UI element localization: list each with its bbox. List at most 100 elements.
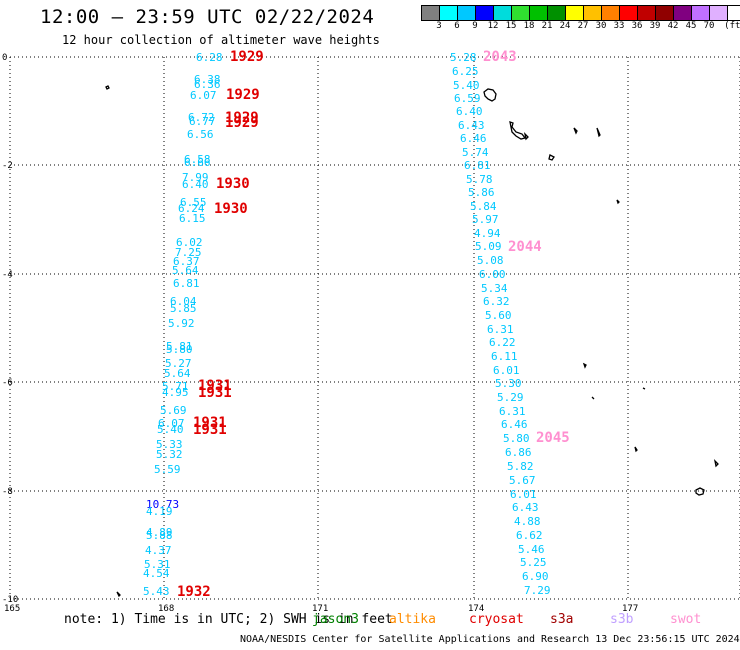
island [509,121,527,140]
colorbar-swatch [638,6,656,20]
wave-height-value: 5.88 [146,529,173,542]
wave-height-value: 5.28 [450,51,477,64]
satellite-legend-jason3: jason3 [312,612,359,627]
wave-height-value: 4.37 [145,544,172,557]
wave-height-value: 5.69 [160,404,187,417]
satellite-legend-swot: swot [670,612,702,627]
colorbar-swatch [440,6,458,20]
wave-height-value: 6.02 [176,236,203,249]
pass-time-label: 1930 [214,201,248,217]
wave-height-colorbar [421,5,740,21]
wave-height-value: 6.01 [493,364,520,377]
colorbar-label: 30 [595,21,607,31]
wave-height-value: 7.29 [524,584,551,597]
wave-height-value: 6.90 [522,570,549,583]
colorbar-label: 15 [505,21,517,31]
colorbar-label: 24 [559,21,571,31]
colorbar-label: 27 [577,21,589,31]
pass-time-label: 1930 [216,176,250,192]
wave-height-value: 5.30 [495,377,522,390]
wave-height-value: 6.37 [173,255,200,268]
satellite-legend-cryosat: cryosat [469,612,524,627]
wave-height-value: 6.22 [489,336,516,349]
longitude-label: 171 [312,604,328,614]
wave-height-value: 5.08 [477,254,504,267]
colorbar-swatch [494,6,512,20]
wave-height-value: 7.25 [175,246,202,259]
wave-height-value: 4.89 [146,526,173,539]
wave-height-value: 5.09 [475,240,502,253]
wave-height-value: 6.59 [454,92,481,105]
colorbar-swatch [530,6,548,20]
latitude-label: -8 [2,487,13,497]
island [116,591,121,598]
satellite-legend-s3a: s3a [550,612,574,627]
latitude-label: -6 [2,378,13,388]
wave-height-value: 5.84 [470,200,497,213]
wave-height-value: 5.80 [503,432,530,445]
pass-time-label: 1931 [193,422,227,438]
wave-height-value: 6.62 [516,529,543,542]
wave-height-value: 5.43 [143,585,170,598]
colorbar-swatch [620,6,638,20]
colorbar-swatch [674,6,692,20]
colorbar-label: 42 [667,21,679,31]
credit-line: NOAA/NESDIS Center for Satellite Applica… [240,634,740,645]
island-outlines [105,85,719,598]
longitude-label: 165 [4,604,20,614]
map-subtitle: 12 hour collection of altimeter wave hei… [62,33,380,47]
island [591,396,595,400]
colorbar-swatch [728,6,740,20]
wave-height-value: 6.07 [190,89,217,102]
wave-height-value: 6.32 [483,295,510,308]
wave-height-value: 6.01 [510,488,537,501]
pass-time-label: 1932 [177,584,211,600]
wave-height-value: 7.99 [182,171,209,184]
colorbar-swatch [548,6,566,20]
altimeter-track-east: 5.286.255.406.596.406.436.465.746.815.78… [450,49,570,597]
colorbar-label: 18 [523,21,535,31]
island [695,487,705,496]
wave-height-value: 6.00 [479,268,506,281]
note-text: note: 1) Time is in UTC; 2) SWH is in fe… [64,612,393,627]
wave-height-value: 6.43 [458,119,485,132]
pass-time-label: 2045 [536,430,570,446]
pass-time-label: 2044 [508,239,542,255]
grid-lines [9,56,740,600]
wave-height-value: 5.86 [468,186,495,199]
colorbar-label: 39 [649,21,661,31]
wave-height-value: 5.34 [481,282,508,295]
latitude-label: -2 [2,161,13,171]
wave-height-value: 5.25 [520,556,547,569]
wave-height-value: 6.40 [182,178,209,191]
wave-height-value: 6.07 [158,417,185,430]
wave-height-value: 5.31 [144,558,171,571]
wave-height-value: 6.31 [499,405,526,418]
wave-height-value: 5.40 [453,79,480,92]
wave-height-value: 6.38 [194,73,221,86]
wave-height-value: 6.46 [460,132,487,145]
colorbar-swatch [422,6,440,20]
wave-height-value: 5.80 [166,343,193,356]
wave-height-value: 6.31 [487,323,514,336]
latitude-label: -4 [2,270,13,280]
colorbar-swatch [602,6,620,20]
colorbar-label: 9 [472,21,478,31]
wave-height-value: 5.92 [168,317,195,330]
colorbar-swatch [476,6,494,20]
wave-height-value: 6.56 [187,128,214,141]
pass-time-label: 1929 [230,49,264,65]
island [573,127,578,135]
wave-height-value: 5.78 [466,173,493,186]
island [634,446,638,453]
wave-height-value: 4.19 [146,505,173,518]
colorbar-swatch [512,6,530,20]
wave-height-value: 5.71 [162,380,189,393]
wave-height-value: 6.66 [184,156,211,169]
wave-height-value: 5.97 [472,213,499,226]
wave-height-value: 6.55 [180,196,207,209]
footnote: note: 1) Time is in UTC; 2) SWH is in fe… [64,612,701,627]
